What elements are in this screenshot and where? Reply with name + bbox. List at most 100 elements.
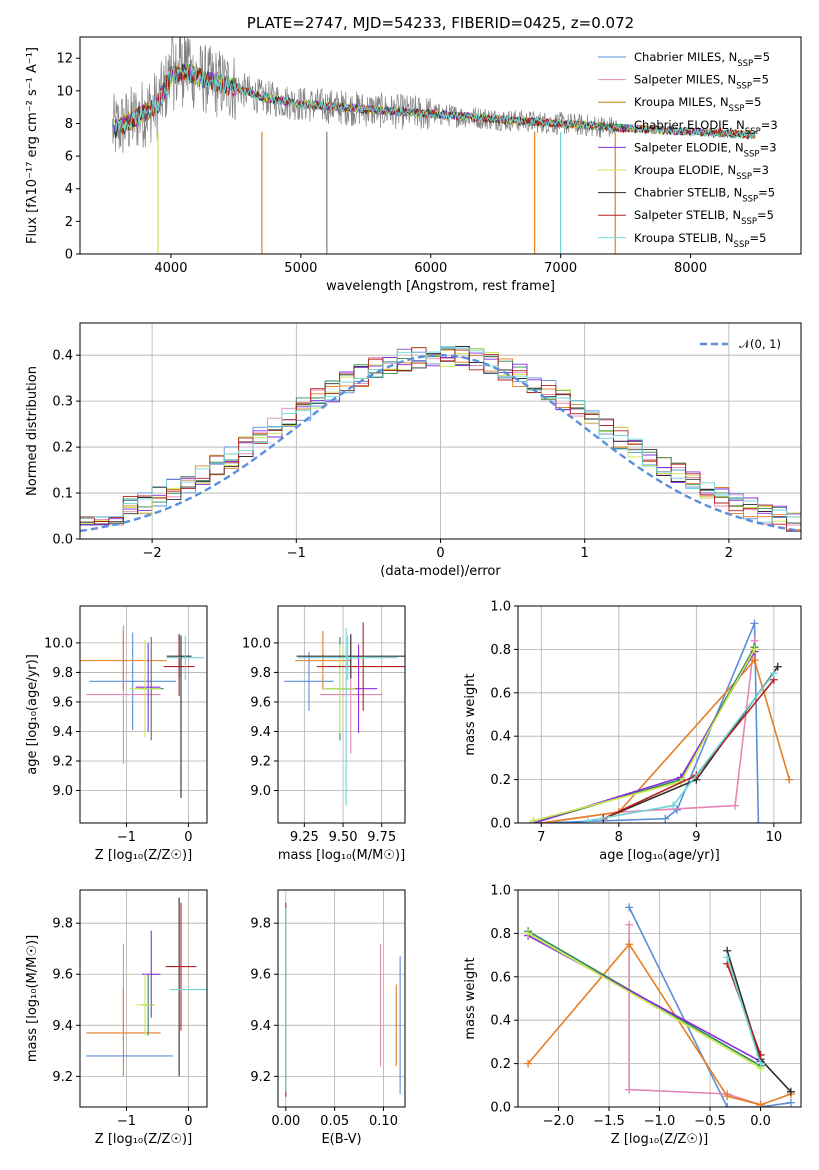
weight-series <box>602 679 775 820</box>
weight-marker <box>661 814 670 823</box>
weight-marker <box>786 1087 795 1096</box>
chart-title: PLATE=2747, MJD=54233, FIBERID=0425, z=0… <box>247 14 634 32</box>
weight-marker <box>625 940 634 949</box>
x-tick-label: 0.05 <box>320 1114 349 1129</box>
x-tick-label: 2 <box>725 546 733 561</box>
weight_vs_age-frame <box>517 605 802 824</box>
weight-series <box>628 907 792 1107</box>
y-tick-label: 0.0 <box>490 817 511 832</box>
weight-marker <box>524 1059 533 1068</box>
age_vs_mass-plot <box>284 622 405 806</box>
y-tick-label: 0.6 <box>490 970 511 985</box>
mass_vs_EBV-frame <box>277 889 406 1108</box>
weight-marker <box>731 801 740 810</box>
spectrum-axes: 4000 5000 6000 7000 8000 0 2 4 6 8 10 12 wavelength … <box>25 36 802 294</box>
y-tick-label: 9.8 <box>250 917 271 932</box>
x-tick-label: 0 <box>184 830 192 845</box>
residual-histogram <box>80 348 801 525</box>
y-tick-label: 9.6 <box>52 968 73 983</box>
weight-marker <box>750 656 759 665</box>
errorbar-point <box>298 635 398 680</box>
mass_vs_Z-ylabel: mass [log₁₀(M/M☉)] <box>25 935 40 1062</box>
x-tick-label: −1 <box>117 830 136 845</box>
y-tick-label: 9.6 <box>250 968 271 983</box>
errorbar-point <box>284 651 334 711</box>
weight-marker <box>723 953 732 962</box>
errorbar-point <box>135 642 161 732</box>
x-tick-label: −1.5 <box>593 1114 625 1129</box>
errorbar-point <box>316 622 405 711</box>
weight-marker <box>769 669 778 678</box>
weight-marker <box>785 775 794 784</box>
y-tick-label: 0.8 <box>490 643 511 658</box>
y-tick-label: 9.0 <box>250 784 271 799</box>
age_vs_mass-xlabel: mass [log₁₀(M/M☉)] <box>278 848 405 863</box>
legend-entry: Chabrier STELIB, NSSP=5 <box>634 186 775 205</box>
errorbar-point <box>324 644 356 733</box>
age_vs_Z-plot <box>80 625 204 798</box>
residuals-plot <box>80 345 801 533</box>
errorbar-point <box>296 634 405 679</box>
residuals-ylabel: Normed distribution <box>25 366 40 496</box>
x-tick-label: −1 <box>117 1114 136 1129</box>
mass_vs_Z-frame <box>79 889 208 1108</box>
legend-entry: Kroupa MILES, NSSP=5 <box>634 95 761 114</box>
legend-entry: Salpeter STELIB, NSSP=5 <box>634 208 774 227</box>
weight_vs_Z-plot <box>524 903 795 1107</box>
weight-marker <box>625 920 634 929</box>
x-tick-label: 7000 <box>544 261 577 276</box>
weight-marker <box>750 645 759 654</box>
y-tick-label: 0.8 <box>490 927 511 942</box>
weight_vs_age-xlabel: age [log₁₀(age/yr)] <box>599 848 720 863</box>
spectrum-frame <box>79 36 802 255</box>
legend-entry: Chabrier MILES, NSSP=5 <box>634 50 770 69</box>
legend-entry: Salpeter ELODIE, NSSP=3 <box>634 140 777 159</box>
spectrum-ylabel: Flux [fλ10⁻¹⁷ erg cm⁻² s⁻¹ A⁻¹] <box>25 47 40 244</box>
age_vs_Z-frame <box>79 605 208 824</box>
y-tick-label: 9.4 <box>52 725 73 740</box>
x-tick-label: 0 <box>436 546 444 561</box>
y-tick-label: 10.0 <box>44 636 73 651</box>
spectrum-xlabel: wavelength [Angstrom, rest frame] <box>326 279 555 294</box>
y-tick-label: 0.2 <box>52 441 73 456</box>
legend-entry: Kroupa ELODIE, NSSP=3 <box>634 163 769 182</box>
mass_vs_Z-xlabel: Z [log₁₀(Z/Z☉)] <box>95 1132 192 1147</box>
y-tick-label: 9.8 <box>52 917 73 932</box>
y-tick-label: 1.0 <box>490 884 511 899</box>
weight-marker <box>756 1059 765 1068</box>
weight_vs_Z-frame <box>517 889 802 1108</box>
weight-series <box>541 623 760 823</box>
weight-marker <box>723 1103 732 1107</box>
weight-marker <box>672 805 681 814</box>
y-tick-label: 0.0 <box>490 1101 511 1116</box>
y-tick-label: 0.2 <box>490 773 511 788</box>
x-tick-label: −0.5 <box>694 1114 726 1129</box>
weight-series <box>533 646 756 823</box>
x-tick-label: 0.10 <box>369 1114 398 1129</box>
errorbar-point <box>135 974 155 1036</box>
y-tick-label: 9.4 <box>250 725 271 740</box>
x-tick-label: 8 <box>615 830 623 845</box>
y-tick-label: 0.0 <box>52 533 73 548</box>
errorbar-point <box>129 639 161 738</box>
x-tick-label: −1.0 <box>644 1114 676 1129</box>
x-tick-label: −2 <box>143 546 162 561</box>
weight-marker <box>786 1098 795 1107</box>
y-tick-label: 0.4 <box>490 1014 511 1029</box>
weight_vs_Z-xlabel: Z [log₁₀(Z/Z☉)] <box>611 1132 708 1147</box>
residual-histogram <box>80 347 801 532</box>
weight_vs_Z-axes: −2.0 −1.5 −1.0 −0.5 0.0 0.0 0.2 0.4 0.6 0.8 1.0 Z [… <box>463 884 802 1147</box>
mass_vs_Z-plot <box>86 897 207 1077</box>
errorbar-point <box>166 635 204 680</box>
legend-entry: Salpeter MILES, NSSP=5 <box>634 73 769 92</box>
y-tick-label: 0.2 <box>490 1057 511 1072</box>
weight_vs_age-plot <box>529 619 794 823</box>
x-tick-label: 5000 <box>284 261 317 276</box>
y-tick-label: 0.4 <box>490 730 511 745</box>
errorbar-point <box>86 989 161 1077</box>
legend-entry: 𝒩(0, 1) <box>739 337 781 351</box>
y-tick-label: 10 <box>56 84 73 99</box>
weight-marker <box>583 816 592 823</box>
y-tick-label: 9.2 <box>250 755 271 770</box>
